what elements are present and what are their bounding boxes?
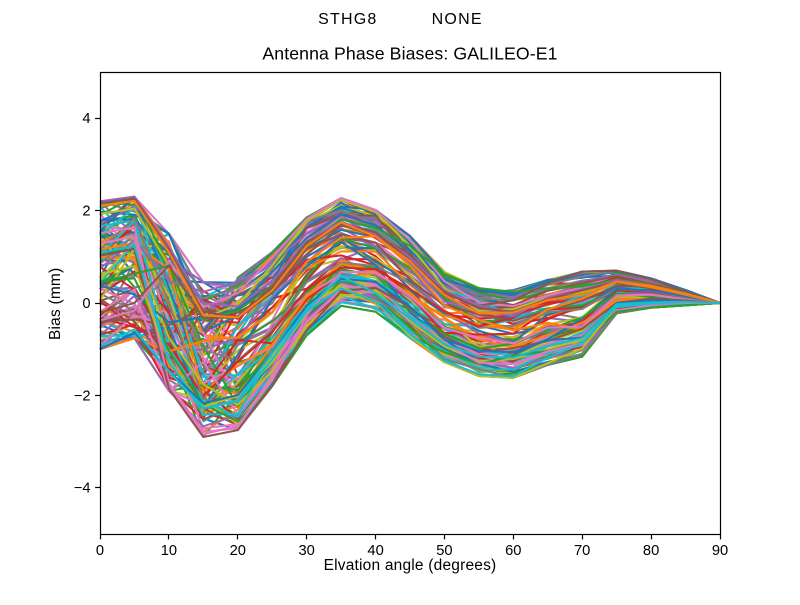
svg-text:STHG8: STHG8 (318, 11, 377, 28)
svg-text:10: 10 (161, 543, 177, 559)
svg-text:90: 90 (712, 543, 728, 559)
svg-text:Antenna Phase Biases: GALILEO-: Antenna Phase Biases: GALILEO-E1 (262, 44, 557, 64)
svg-text:60: 60 (505, 543, 521, 559)
svg-text:70: 70 (574, 543, 590, 559)
svg-text:NONE: NONE (432, 11, 483, 28)
svg-text:20: 20 (230, 543, 246, 559)
svg-text:Bias (mm): Bias (mm) (47, 268, 64, 340)
svg-text:30: 30 (299, 543, 315, 559)
svg-text:Elvation angle (degrees): Elvation angle (degrees) (324, 557, 497, 574)
svg-text:0: 0 (82, 296, 90, 312)
svg-text:40: 40 (367, 543, 383, 559)
svg-text:2: 2 (82, 204, 90, 220)
svg-text:4: 4 (82, 111, 90, 127)
svg-text:−2: −2 (74, 388, 91, 404)
svg-text:80: 80 (643, 543, 659, 559)
svg-text:−4: −4 (74, 481, 91, 497)
svg-text:50: 50 (436, 543, 452, 559)
svg-text:0: 0 (96, 543, 104, 559)
